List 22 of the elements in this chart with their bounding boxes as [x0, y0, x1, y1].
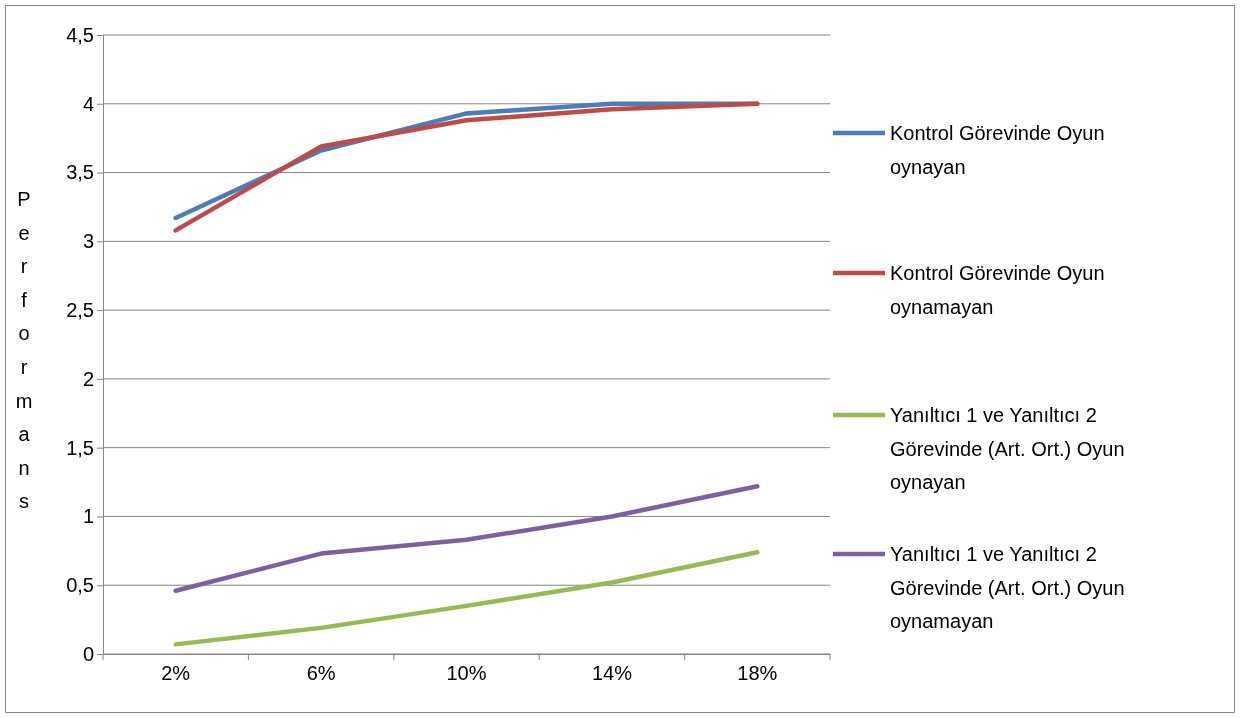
y-tick-label: 3,5 — [66, 161, 94, 184]
x-tick-label: 2% — [161, 662, 191, 685]
y-tick-label: 4 — [82, 92, 94, 115]
y-tick-label: 2 — [82, 367, 94, 390]
y-tick-label: 3 — [82, 230, 94, 253]
y-tick-label: 0 — [82, 642, 94, 665]
legend-label: Kontrol Görevinde Oyun oynamayan — [890, 262, 1105, 318]
y-tick-label: 1 — [82, 505, 94, 528]
x-tick-label: 6% — [306, 662, 336, 685]
x-tick-label: 18% — [737, 662, 778, 685]
legend-label: Kontrol Görevinde Oyun oynayan — [890, 122, 1105, 178]
legend-label: Yanıltıcı 1 ve Yanıltıcı 2 Görevinde (Art. Ort.) Oyun oynayan — [890, 404, 1125, 493]
text: Performans — [15, 188, 33, 513]
y-tick-label: 2,5 — [66, 299, 94, 322]
y-tick-label: 1,5 — [66, 436, 94, 459]
y-tick-label: 0,5 — [66, 574, 94, 597]
x-tick-label: 10% — [446, 662, 487, 685]
y-tick-label: 4,5 — [66, 23, 94, 46]
line-series — [173, 549, 760, 647]
x-tick-label: 14% — [591, 662, 633, 685]
line-series — [173, 483, 760, 593]
legend-label: Yanıltıcı 1 ve Yanıltıcı 2 Görevinde (Art. Ort.) Oyun oynamayan — [890, 543, 1125, 632]
